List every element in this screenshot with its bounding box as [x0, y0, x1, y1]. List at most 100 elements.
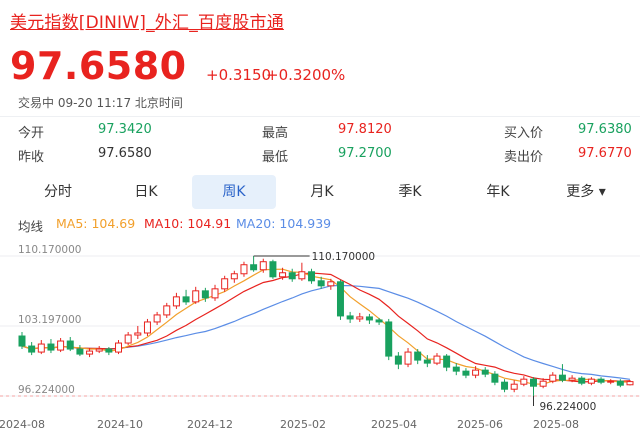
candle-down — [597, 378, 605, 383]
candle-up — [433, 355, 441, 364]
candle-down — [365, 316, 373, 321]
price-change: +0.3150 — [206, 66, 272, 84]
candle-down — [491, 373, 499, 383]
period-tabs: 分时 日K 周K 月K 季K 年K 更多 ▾ — [0, 175, 640, 209]
candle-up — [172, 296, 180, 307]
tab-intraday[interactable]: 分时 — [44, 184, 72, 200]
tab-yearly-k[interactable]: 年K — [486, 184, 510, 200]
y-tick-label: 96.224000 — [18, 384, 75, 396]
tab-quarterly-k[interactable]: 季K — [398, 184, 422, 200]
candle-down — [182, 296, 190, 303]
x-tick-label: 2024-10 — [97, 418, 143, 431]
candle-up — [163, 305, 171, 316]
ask-value: 97.6770 — [578, 146, 632, 161]
candle-down — [558, 374, 566, 381]
candle-up — [95, 348, 103, 352]
candle-up — [587, 378, 595, 384]
open-value: 97.3420 — [98, 122, 152, 137]
ma5-line — [21, 268, 631, 385]
candle-down — [443, 355, 451, 368]
candle-up — [259, 261, 267, 271]
tab-daily-k[interactable]: 日K — [134, 184, 158, 200]
candle-down — [308, 271, 316, 282]
x-tick-label: 2025-04 — [371, 418, 417, 431]
ma5-legend: MA5: 104.69 — [56, 216, 136, 231]
x-tick-label: 2025-08 — [533, 418, 579, 431]
candle-down — [530, 378, 537, 387]
ma-label: 均线 — [18, 219, 44, 234]
y-tick-label: 110.170000 — [18, 244, 81, 256]
candle-up — [134, 332, 142, 336]
candle-up — [240, 264, 248, 275]
x-tick-label: 2025-02 — [280, 418, 326, 431]
low-label: 最低 — [262, 150, 289, 165]
candle-down — [66, 340, 74, 350]
candle-up — [404, 351, 412, 365]
candle-down — [375, 319, 383, 323]
candle-down — [616, 380, 624, 386]
candle-up — [115, 342, 122, 353]
candle-down — [423, 359, 431, 364]
tab-monthly-k[interactable]: 月K — [310, 184, 334, 200]
candle-up — [57, 340, 65, 351]
candle-up — [211, 288, 219, 299]
candle-down — [317, 280, 325, 287]
x-tick-label: 2024-08 — [0, 418, 45, 431]
bid-label: 买入价 — [504, 126, 544, 141]
ma10-legend: MA10: 104.91 — [144, 216, 232, 231]
ma20-legend: MA20: 104.939 — [236, 216, 332, 231]
candle-down — [47, 343, 55, 351]
current-price: 97.6580 — [10, 44, 187, 88]
candle-down — [288, 272, 296, 280]
price-change-pct: +0.3200% — [266, 66, 346, 84]
candle-down — [394, 355, 402, 365]
candle-up — [539, 380, 547, 387]
candle-up — [86, 350, 94, 355]
candle-up — [143, 321, 151, 334]
candle-up — [298, 271, 306, 280]
trading-status: 交易中 09-20 11:17 北京时间 — [18, 96, 183, 110]
prev-close-value: 97.6580 — [98, 146, 152, 161]
tab-more[interactable]: 更多 ▾ — [566, 184, 606, 200]
candle-up — [279, 272, 287, 278]
x-tick-label: 2024-12 — [187, 418, 233, 431]
candle-down — [201, 290, 209, 299]
open-label: 今开 — [18, 126, 45, 141]
high-value: 97.8120 — [338, 122, 392, 137]
candle-up — [153, 314, 161, 323]
candle-down — [414, 351, 422, 361]
x-tick-label: 2025-06 — [457, 418, 503, 431]
candle-up — [221, 278, 229, 290]
candle-down — [269, 261, 277, 278]
page-title[interactable]: 美元指数[DINIW]_外汇_百度股市通 — [10, 13, 284, 33]
candle-up — [607, 380, 615, 383]
ma20-line — [21, 284, 631, 380]
candle-down — [481, 369, 489, 375]
candle-up — [327, 281, 335, 287]
candle-down — [105, 348, 113, 353]
candle-up — [520, 378, 528, 385]
candle-down — [578, 377, 586, 384]
candle-up — [568, 377, 576, 381]
divider — [0, 116, 640, 117]
candlestick-chart[interactable]: 110.170000 96.224000 110.170000 103.197000 9… — [0, 236, 640, 440]
candle-down — [501, 381, 509, 390]
candle-up — [356, 316, 364, 320]
ask-label: 卖出价 — [504, 150, 544, 165]
candle-down — [28, 345, 36, 353]
low-value: 97.2700 — [338, 146, 392, 161]
candle-up — [510, 383, 518, 390]
max-annotation: 110.170000 — [312, 251, 375, 263]
prev-close-label: 昨收 — [18, 150, 45, 165]
candle-up — [37, 343, 45, 353]
min-annotation: 96.224000 — [539, 401, 596, 413]
candle-down — [76, 348, 84, 355]
high-label: 最高 — [262, 126, 289, 141]
bid-value: 97.6380 — [578, 122, 632, 137]
candle-down — [385, 321, 393, 357]
candle-up — [626, 381, 634, 386]
tab-weekly-k[interactable]: 周K — [192, 175, 276, 209]
y-tick-label: 103.197000 — [18, 314, 81, 326]
candle-down — [18, 335, 26, 347]
candle-up — [124, 334, 132, 344]
